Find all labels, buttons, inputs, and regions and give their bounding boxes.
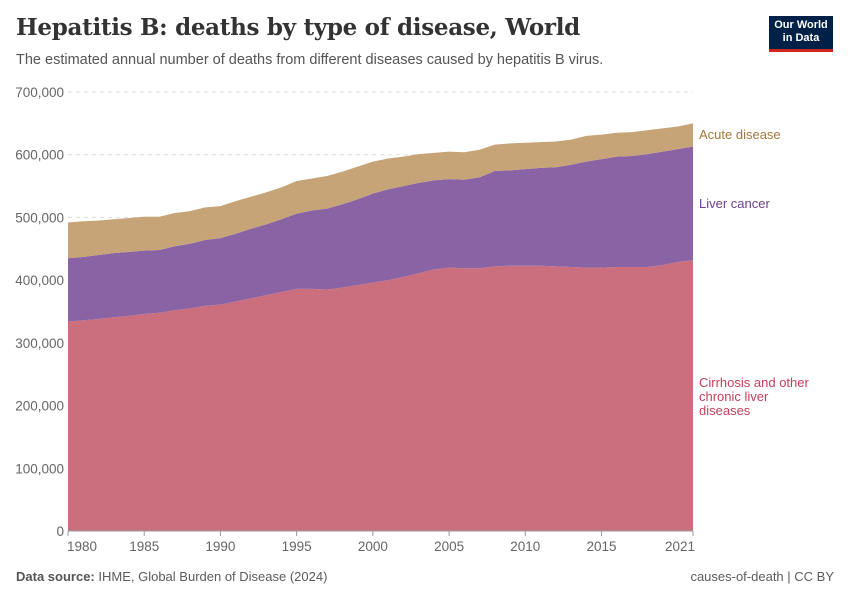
y-tick-label: 300,000: [15, 336, 64, 351]
data-source: Data source: IHME, Global Burden of Dise…: [16, 569, 327, 584]
owid-logo[interactable]: Our World in Data: [769, 16, 833, 52]
y-tick-label: 500,000: [15, 210, 64, 225]
x-tick-label: 1995: [282, 539, 312, 554]
x-tick-label: 2015: [587, 539, 617, 554]
logo-line-1: Our World: [774, 19, 828, 31]
source-label: Data source:: [16, 569, 95, 584]
x-tick-label: 2021: [665, 539, 695, 554]
y-tick-label: 0: [56, 524, 64, 539]
y-tick-label: 600,000: [15, 148, 64, 163]
x-tick-label: 2005: [434, 539, 464, 554]
area-liver-cancer: [68, 146, 693, 322]
y-tick-label: 100,000: [15, 461, 64, 476]
y-tick-label: 200,000: [15, 399, 64, 414]
chart-subtitle: The estimated annual number of deaths fr…: [16, 52, 604, 68]
series-label-cirrhosis[interactable]: Cirrhosis and other chronic liver diseas…: [699, 375, 809, 418]
x-tick-label: 1985: [129, 539, 159, 554]
logo-line-2: in Data: [782, 32, 820, 44]
y-tick-label: 700,000: [15, 85, 64, 100]
series-label-acute-disease[interactable]: Acute disease: [699, 127, 781, 142]
series-label-liver-cancer[interactable]: Liver cancer: [699, 196, 770, 211]
x-tick-label: 1990: [205, 539, 235, 554]
footer-license[interactable]: causes-of-death | CC BY: [690, 569, 834, 584]
chart-title: Hepatitis B: deaths by type of disease, …: [16, 14, 580, 41]
area-cirrhosis-and-other-chronic-liver-diseases: [68, 260, 693, 531]
x-tick-label: 2010: [510, 539, 540, 554]
x-tick-label: 1980: [67, 539, 97, 554]
y-tick-label: 400,000: [15, 273, 64, 288]
area-acute-disease: [68, 123, 693, 259]
source-text[interactable]: IHME, Global Burden of Disease (2024): [98, 569, 328, 584]
x-tick-label: 2000: [358, 539, 388, 554]
